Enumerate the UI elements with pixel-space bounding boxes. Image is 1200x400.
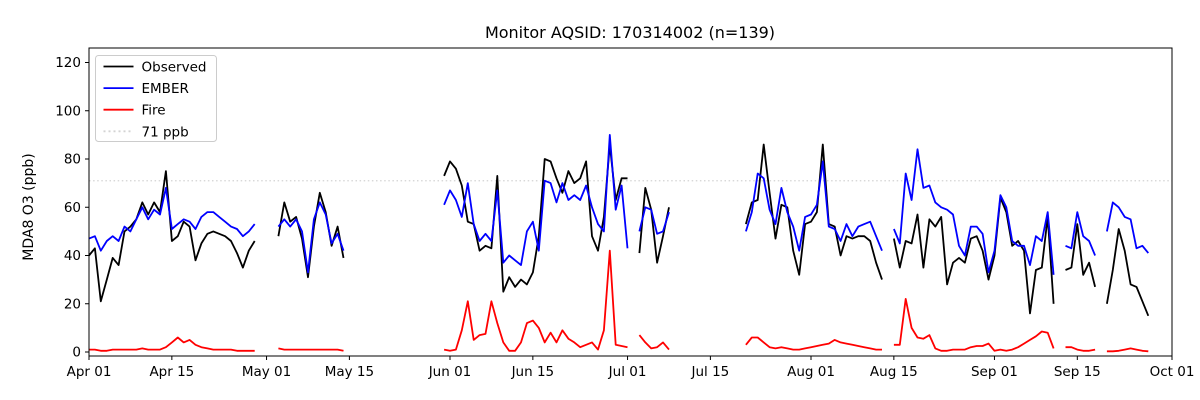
x-tick-label-oct-01: Oct 01 [1150, 364, 1195, 380]
legend-label-71-ppb: 71 ppb [142, 124, 189, 140]
series-line-fire-segment-0 [89, 336, 255, 352]
series-line-observed-segment-4 [745, 143, 883, 280]
series-line-ember-segment-7 [1106, 201, 1150, 254]
series-line-observed-segment-1 [277, 191, 345, 279]
series-line-ember-segment-1 [277, 201, 345, 274]
x-tick-label-sep-15: Sep 15 [1054, 364, 1101, 380]
x-tick-label-jun-01: Jun 01 [428, 364, 472, 380]
y-tick-label-20: 20 [64, 296, 81, 312]
series-line-ember-segment-6 [1065, 211, 1096, 256]
series-line-observed-segment-6 [1065, 223, 1096, 288]
legend-label-observed: Observed [142, 60, 207, 76]
y-tick-label-0: 0 [72, 345, 81, 361]
series-line-ember-segment-2 [443, 133, 629, 267]
series-line-observed-segment-0 [88, 170, 256, 303]
x-tick-label-aug-15: Aug 15 [870, 364, 918, 380]
x-tick-label-may-01: May 01 [242, 364, 291, 380]
x-tick-label-apr-15: Apr 15 [149, 364, 194, 380]
series-line-fire-segment-7 [1106, 347, 1149, 353]
legend-box [95, 55, 217, 142]
chart-title: Monitor AQSID: 170314002 (n=139) [485, 23, 775, 42]
y-tick-label-80: 80 [64, 152, 81, 168]
y-tick-label-100: 100 [55, 103, 81, 119]
series-line-fire-segment-1 [278, 347, 344, 352]
series-line-ember-segment-4 [745, 160, 883, 252]
x-tick-label-apr-01: Apr 01 [67, 364, 112, 380]
plot-area: Apr 01 Apr 15 May 01 May 15 Jun 01 Jun 15 Jul … [55, 47, 1195, 380]
series-line-observed-segment-7 [1106, 228, 1150, 317]
series-line-fire-segment-6 [1065, 346, 1096, 352]
x-tick-label-jul-15: Jul 15 [691, 364, 730, 380]
y-tick-label-40: 40 [64, 248, 81, 264]
y-tick-label-120: 120 [55, 55, 81, 71]
series-line-fire-segment-4 [745, 336, 882, 351]
series-line-fire-segment-5 [893, 297, 1055, 352]
x-tick-label-aug-01: Aug 01 [787, 364, 835, 380]
x-tick-label-jun-15: Jun 15 [511, 364, 555, 380]
series-line-observed-segment-2 [443, 143, 628, 293]
y-axis-label: MDA8 O3 (ppb) [21, 153, 37, 261]
x-tick-label-may-15: May 15 [325, 364, 374, 380]
axes-box [88, 47, 1173, 357]
series-line-ember-segment-0 [88, 186, 256, 252]
series-line-ember-segment-3 [638, 206, 670, 235]
x-tick-label-jul-01: Jul 01 [608, 364, 647, 380]
series-line-observed-segment-3 [638, 186, 670, 264]
y-tick-label-60: 60 [64, 200, 81, 216]
series-line-fire-segment-2 [443, 249, 628, 352]
legend-label-fire: Fire [142, 103, 166, 119]
series-line-fire-segment-3 [638, 334, 670, 351]
legend-label-ember: EMBER [142, 81, 189, 97]
series-line-ember-segment-5 [893, 148, 1055, 275]
series-line-observed-segment-5 [893, 196, 1055, 315]
x-tick-label-sep-01: Sep 01 [971, 364, 1018, 380]
